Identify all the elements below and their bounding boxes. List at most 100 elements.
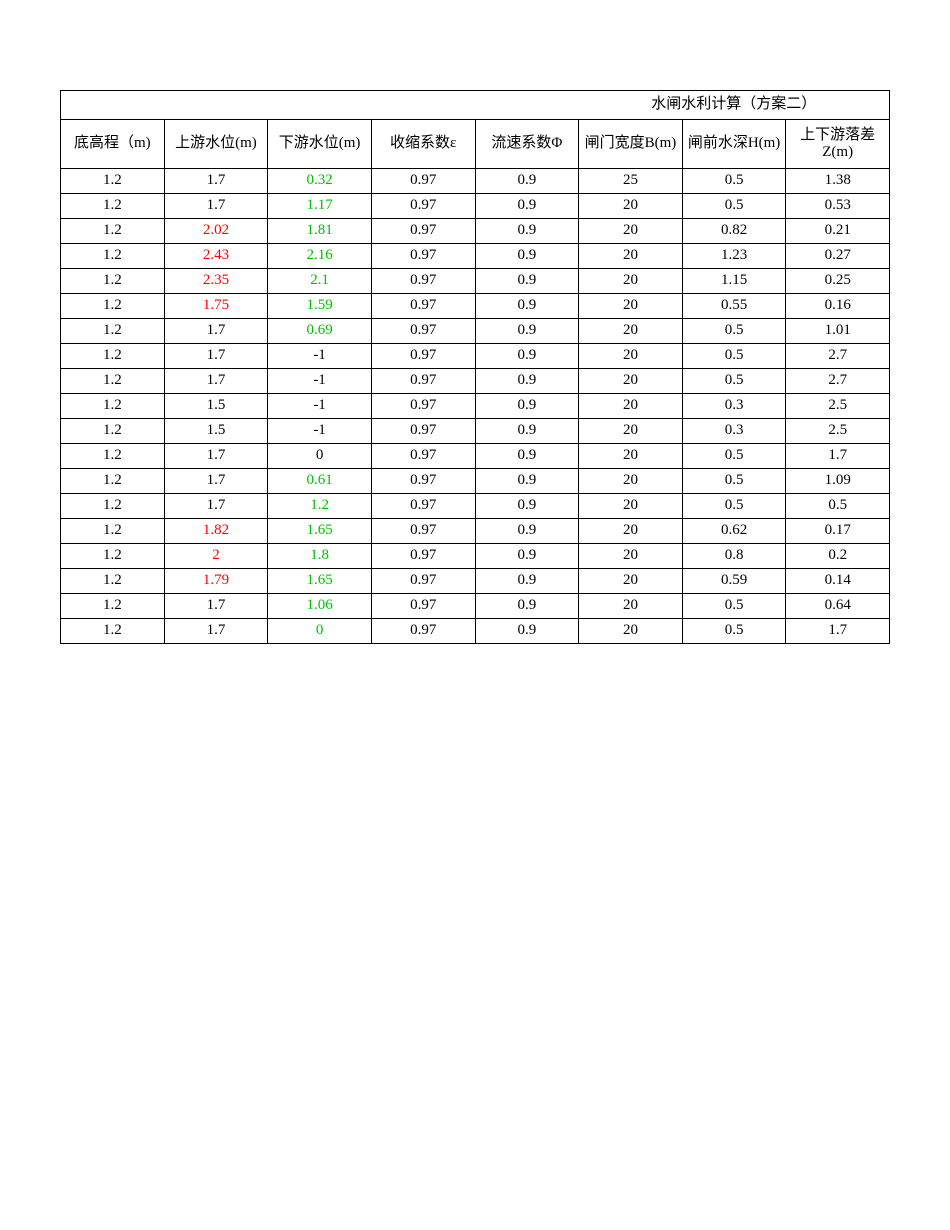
table-cell: 0.8 [682, 544, 786, 569]
col-header: 上游水位(m) [164, 120, 268, 169]
table-cell: 20 [579, 544, 683, 569]
table-cell: 1.7 [164, 619, 268, 644]
table-cell: 1.2 [61, 244, 165, 269]
table-cell: 0.9 [475, 194, 579, 219]
table-cell: 1.2 [268, 494, 372, 519]
table-cell: 1.7 [786, 444, 890, 469]
table-cell: 0.9 [475, 319, 579, 344]
table-cell: 20 [579, 194, 683, 219]
table-cell: 0.9 [475, 594, 579, 619]
table-row: 1.21.70.610.970.9200.51.09 [61, 469, 890, 494]
col-header: 上下游落差Z(m) [786, 120, 890, 169]
table-cell: 20 [579, 594, 683, 619]
table-cell: 1.2 [61, 269, 165, 294]
table-cell: 0.9 [475, 219, 579, 244]
table-cell: 20 [579, 344, 683, 369]
table-cell: 0.55 [682, 294, 786, 319]
table-cell: 1.2 [61, 619, 165, 644]
col-header: 流速系数Φ [475, 120, 579, 169]
table-cell: 0.9 [475, 169, 579, 194]
table-cell: 20 [579, 444, 683, 469]
table-cell: 0.82 [682, 219, 786, 244]
col-header: 闸前水深H(m) [682, 120, 786, 169]
table-cell: 0.9 [475, 444, 579, 469]
table-cell: 0.9 [475, 519, 579, 544]
table-cell: 0.97 [371, 169, 475, 194]
table-cell: 2.35 [164, 269, 268, 294]
table-cell: 0.5 [682, 494, 786, 519]
table-cell: 0.9 [475, 494, 579, 519]
table-cell: 1.2 [61, 544, 165, 569]
table-cell: 1.7 [164, 194, 268, 219]
table-cell: -1 [268, 394, 372, 419]
table-cell: 0.97 [371, 269, 475, 294]
table-cell: 0.97 [371, 594, 475, 619]
table-cell: 0.5 [682, 444, 786, 469]
table-cell: 20 [579, 219, 683, 244]
table-cell: 0.9 [475, 469, 579, 494]
table-cell: 1.82 [164, 519, 268, 544]
table-cell: 1.2 [61, 594, 165, 619]
table-cell: 0.69 [268, 319, 372, 344]
table-row: 1.21.70.320.970.9250.51.38 [61, 169, 890, 194]
table-row: 1.21.7-10.970.9200.52.7 [61, 369, 890, 394]
table-cell: 0.97 [371, 319, 475, 344]
table-cell: 1.8 [268, 544, 372, 569]
table-cell: 0.2 [786, 544, 890, 569]
table-row: 1.21.7-10.970.9200.52.7 [61, 344, 890, 369]
table-cell: 1.2 [61, 569, 165, 594]
table-cell: 1.7 [164, 494, 268, 519]
table-cell: 0.97 [371, 619, 475, 644]
table-row: 1.21.5-10.970.9200.32.5 [61, 394, 890, 419]
table-cell: 2.5 [786, 394, 890, 419]
table-cell: 0.97 [371, 194, 475, 219]
table-cell: 0.97 [371, 444, 475, 469]
table-cell: 1.75 [164, 294, 268, 319]
table-cell: 0.9 [475, 619, 579, 644]
table-cell: 0.9 [475, 344, 579, 369]
table-row: 1.21.70.690.970.9200.51.01 [61, 319, 890, 344]
table-cell: 2.02 [164, 219, 268, 244]
table-cell: 0 [268, 444, 372, 469]
table-cell: 20 [579, 519, 683, 544]
table-cell: 1.59 [268, 294, 372, 319]
table-cell: 0.97 [371, 494, 475, 519]
table-cell: 1.7 [164, 344, 268, 369]
table-row: 1.22.021.810.970.9200.820.21 [61, 219, 890, 244]
table-cell: 1.7 [786, 619, 890, 644]
table-cell: 0.9 [475, 419, 579, 444]
table-cell: 1.65 [268, 519, 372, 544]
table-cell: 0.97 [371, 369, 475, 394]
table-cell: 0.27 [786, 244, 890, 269]
table-row: 1.21.751.590.970.9200.550.16 [61, 294, 890, 319]
table-cell: 0.97 [371, 394, 475, 419]
title-row: 水闸水利计算（方案二） [61, 91, 890, 120]
table-row: 1.21.821.650.970.9200.620.17 [61, 519, 890, 544]
table-cell: 0.3 [682, 394, 786, 419]
table-cell: 0.16 [786, 294, 890, 319]
table-row: 1.21.71.170.970.9200.50.53 [61, 194, 890, 219]
table-row: 1.21.791.650.970.9200.590.14 [61, 569, 890, 594]
table-cell: -1 [268, 344, 372, 369]
table-cell: 0.5 [682, 369, 786, 394]
table-cell: 0.5 [682, 194, 786, 219]
table-cell: 2.5 [786, 419, 890, 444]
table-cell: 0.97 [371, 294, 475, 319]
table-cell: 1.2 [61, 494, 165, 519]
table-cell: 2.7 [786, 369, 890, 394]
table-cell: 0.32 [268, 169, 372, 194]
table-cell: 1.2 [61, 519, 165, 544]
table-cell: 0.25 [786, 269, 890, 294]
col-header: 收缩系数ε [371, 120, 475, 169]
table-cell: 0.62 [682, 519, 786, 544]
table-row: 1.21.71.060.970.9200.50.64 [61, 594, 890, 619]
table-cell: 0.9 [475, 369, 579, 394]
table-cell: 20 [579, 369, 683, 394]
table-cell: 20 [579, 419, 683, 444]
col-header: 下游水位(m) [268, 120, 372, 169]
table-cell: 1.7 [164, 369, 268, 394]
calculation-table: 水闸水利计算（方案二） 底高程（m) 上游水位(m) 下游水位(m) 收缩系数ε… [60, 90, 890, 644]
table-cell: 1.2 [61, 369, 165, 394]
table-cell: 0.9 [475, 244, 579, 269]
table-cell: 0 [268, 619, 372, 644]
